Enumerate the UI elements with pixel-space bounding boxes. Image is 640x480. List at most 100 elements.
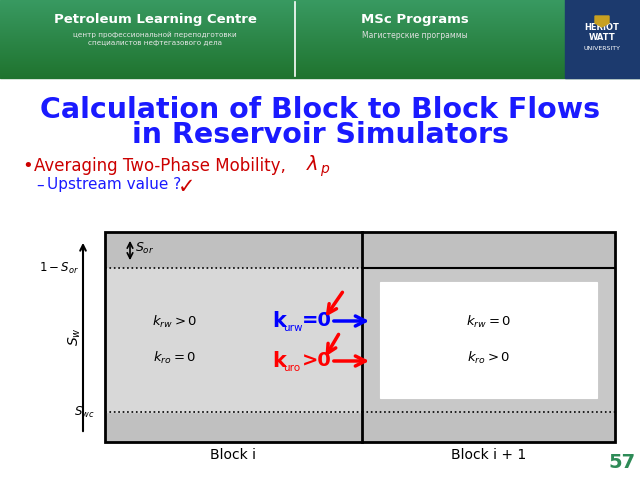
Bar (0, 28, 640, 29)
Bar (0, 4, 640, 5)
Text: Block i + 1: Block i + 1 (451, 448, 526, 462)
Bar (0, 5, 640, 6)
Text: urw: urw (283, 323, 303, 333)
Text: $S_{wc}$: $S_{wc}$ (74, 405, 95, 420)
Bar (0, 59, 640, 60)
Bar (0, 15, 640, 16)
Bar (0, 35, 640, 36)
Bar (0, 21, 640, 22)
Bar (0, 30, 640, 31)
Text: WATT: WATT (589, 34, 616, 43)
Text: $k_{ro} > 0$: $k_{ro} > 0$ (467, 350, 510, 366)
Bar (0, 55, 640, 56)
Bar (0, 60, 640, 61)
Text: HERIOT: HERIOT (584, 24, 620, 33)
Bar (0, 42, 640, 43)
Bar (0, 16, 640, 17)
Bar (0, 7, 640, 8)
Bar (0, 74, 640, 75)
Bar (0, 33, 640, 34)
Bar (0, 68, 640, 69)
Bar (0, 18, 640, 19)
Bar (0, 10, 640, 11)
Bar (0, 52, 640, 53)
Bar (0, 63, 640, 64)
Bar (0, 0, 640, 1)
Bar (0, 72, 640, 73)
Bar (0, 40, 640, 41)
Text: –: – (36, 178, 44, 192)
Bar (0, 1, 640, 2)
Bar (0, 39, 640, 40)
Bar (105, 268, 362, 412)
Bar (0, 49, 640, 50)
Bar (0, 46, 640, 47)
Bar (0, 43, 640, 44)
Bar (0, 25, 640, 26)
Text: центр профессиональной переподготовки: центр профессиональной переподготовки (73, 32, 237, 38)
Bar (0, 23, 640, 24)
Polygon shape (595, 16, 609, 27)
Bar (0, 19, 640, 20)
Text: $k_{ro} = 0$: $k_{ro} = 0$ (154, 350, 196, 366)
Bar (0, 37, 640, 38)
Bar (0, 53, 640, 54)
Text: >0: >0 (302, 351, 332, 371)
Bar (0, 36, 640, 37)
Bar (0, 69, 640, 70)
Text: Upstream value ?: Upstream value ? (47, 178, 181, 192)
Text: UNIVERSITY: UNIVERSITY (584, 46, 621, 50)
Text: k: k (272, 311, 286, 331)
Bar (0, 34, 640, 35)
Text: $S_{or}$: $S_{or}$ (135, 240, 154, 255)
Bar (380, 282, 597, 398)
Bar (0, 61, 640, 62)
Bar (0, 29, 640, 30)
Bar (0, 22, 640, 23)
Text: k: k (272, 351, 286, 371)
Bar (0, 56, 640, 57)
Bar (0, 47, 640, 48)
Text: $\lambda$: $\lambda$ (306, 156, 318, 175)
Bar (0, 57, 640, 58)
Bar (0, 45, 640, 46)
Bar (0, 66, 640, 67)
Text: •: • (22, 157, 33, 175)
Bar (0, 77, 640, 78)
Bar (0, 8, 640, 9)
Bar (0, 41, 640, 42)
Text: in Reservoir Simulators: in Reservoir Simulators (131, 121, 509, 149)
Bar (0, 70, 640, 71)
Bar (0, 9, 640, 10)
Bar (0, 11, 640, 12)
Text: Магистерские программы: Магистерские программы (362, 31, 468, 39)
Bar (0, 54, 640, 55)
Text: $k_{rw} = 0$: $k_{rw} = 0$ (466, 314, 511, 330)
Text: специалистов нефтегазового дела: специалистов нефтегазового дела (88, 40, 222, 46)
Bar (362, 268, 615, 412)
Bar (0, 65, 640, 66)
Text: uro: uro (283, 363, 300, 373)
Bar (0, 26, 640, 27)
Bar (0, 62, 640, 63)
Bar (0, 32, 640, 33)
Text: Block i: Block i (211, 448, 257, 462)
Bar (0, 27, 640, 28)
Text: =0: =0 (302, 312, 332, 331)
Bar (0, 12, 640, 13)
Bar (0, 20, 640, 21)
Bar (0, 14, 640, 15)
Text: Averaging Two-Phase Mobility,: Averaging Two-Phase Mobility, (34, 157, 291, 175)
Bar (0, 75, 640, 76)
Text: ✓: ✓ (178, 177, 195, 197)
Bar (0, 64, 640, 65)
Bar (0, 71, 640, 72)
Bar (0, 24, 640, 25)
Text: MSc Programs: MSc Programs (361, 13, 469, 26)
Text: $k_{rw} > 0$: $k_{rw} > 0$ (152, 314, 198, 330)
Bar (0, 3, 640, 4)
Text: Petroleum Learning Centre: Petroleum Learning Centre (54, 13, 257, 26)
Bar (0, 38, 640, 39)
Text: 57: 57 (609, 453, 636, 471)
Bar (0, 51, 640, 52)
